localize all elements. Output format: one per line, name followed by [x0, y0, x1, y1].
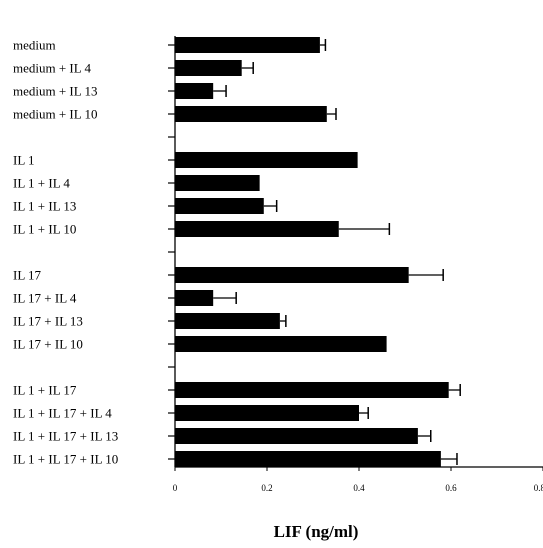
- category-label: IL 17 + IL 4: [13, 291, 77, 306]
- x-tick-label: 0.6: [445, 483, 457, 493]
- bar: [175, 221, 339, 237]
- x-tick-label: 0.8: [534, 483, 543, 493]
- x-tick-label: 0.4: [353, 483, 365, 493]
- x-axis-label: LIF (ng/ml): [274, 522, 359, 541]
- category-label: IL 1 + IL 17 + IL 10: [13, 452, 118, 467]
- bar: [175, 175, 260, 191]
- bar: [175, 198, 264, 214]
- bar: [175, 106, 327, 122]
- category-label: IL 1 + IL 13: [13, 199, 76, 214]
- bar: [175, 336, 387, 352]
- category-label: IL 17 + IL 10: [13, 337, 83, 352]
- x-tick-label: 0: [173, 483, 178, 493]
- bar: [175, 290, 214, 306]
- bar: [175, 83, 214, 99]
- category-labels: medium medium + IL 4 medium + IL 13 medium …: [13, 38, 118, 467]
- bar: [175, 267, 409, 283]
- category-label: medium + IL 4: [13, 61, 91, 76]
- category-label: IL 1 + IL 17 + IL 13: [13, 429, 118, 444]
- category-label: IL 17 + IL 13: [13, 314, 83, 329]
- bar: [175, 313, 280, 329]
- x-tick-labels: 0 0.2 0.4 0.6 0.8: [173, 483, 543, 493]
- category-label: IL 1: [13, 153, 35, 168]
- bar: [175, 451, 441, 467]
- bar: [175, 428, 418, 444]
- bars-layer: [175, 37, 461, 467]
- bar: [175, 152, 358, 168]
- bar: [175, 405, 359, 421]
- x-tick-label: 0.2: [261, 483, 272, 493]
- category-label: IL 1 + IL 17: [13, 383, 77, 398]
- bar: [175, 382, 449, 398]
- bar: [175, 60, 242, 76]
- category-label: medium + IL 13: [13, 84, 97, 99]
- category-label: IL 1 + IL 17 + IL 4: [13, 406, 112, 421]
- category-label: medium: [13, 38, 56, 53]
- category-label: IL 1 + IL 10: [13, 222, 76, 237]
- category-label: IL 1 + IL 4: [13, 176, 70, 191]
- category-label: IL 17: [13, 268, 42, 283]
- bar: [175, 37, 320, 53]
- category-label: medium + IL 10: [13, 107, 97, 122]
